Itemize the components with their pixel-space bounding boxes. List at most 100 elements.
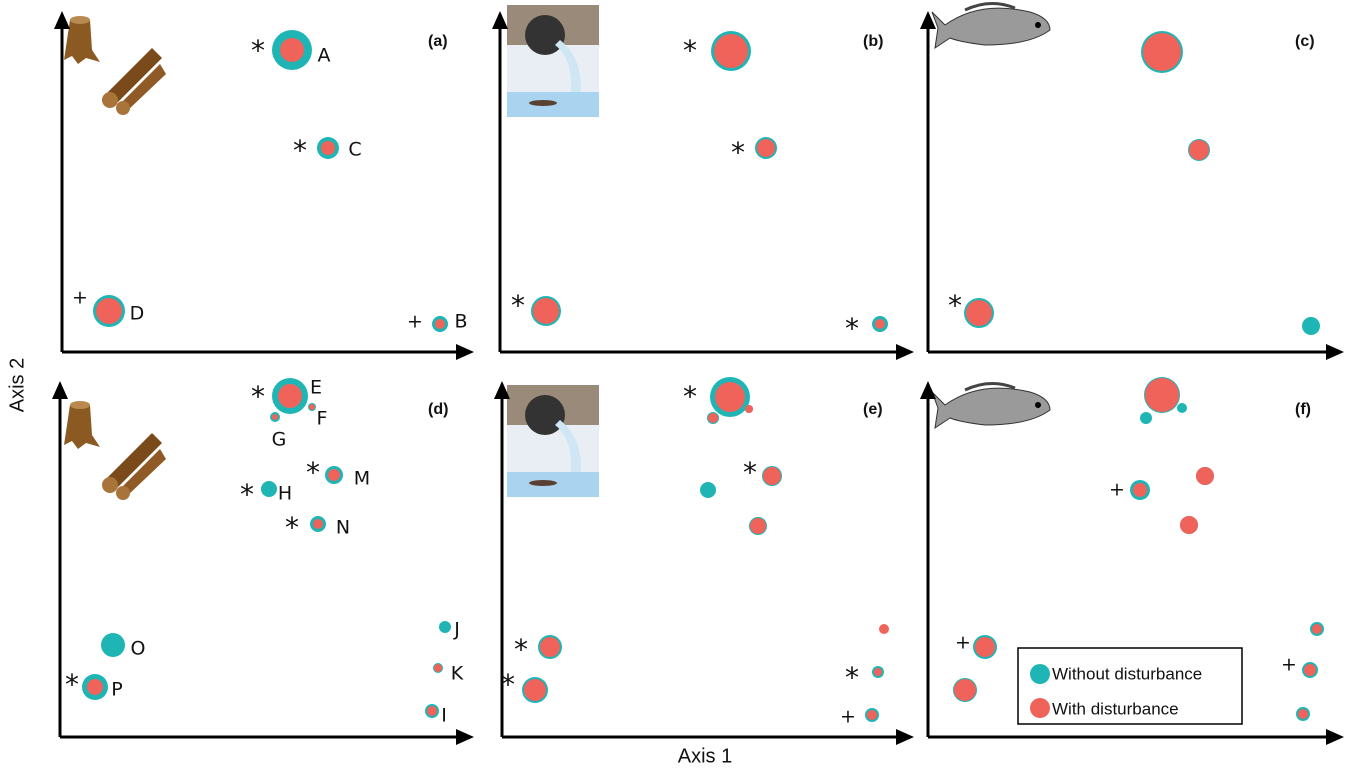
annotation: N: [336, 517, 350, 539]
point-with-disturbance: [434, 664, 442, 672]
point-with-disturbance: [763, 467, 781, 485]
figure: Axis 1 Axis 2 Without disturbance With d…: [0, 0, 1346, 771]
annotation: *: [501, 668, 515, 701]
annotation: *: [65, 668, 79, 701]
point-with-disturbance: [867, 710, 877, 720]
annotation: I: [441, 705, 447, 727]
point-without-disturbance: [1140, 412, 1152, 424]
point-with-disturbance: [1196, 467, 1214, 485]
annotation: *: [731, 136, 745, 169]
point-with-disturbance: [1312, 624, 1322, 634]
annotation: *: [683, 380, 697, 413]
point-with-disturbance: [321, 141, 335, 155]
point-with-disturbance: [1133, 483, 1147, 497]
point-with-disturbance: [975, 637, 995, 657]
point-with-disturbance: [745, 405, 753, 413]
point-with-disturbance: [708, 413, 718, 423]
annotation: P: [111, 679, 122, 701]
point-with-disturbance: [533, 298, 559, 324]
pipe-icon: [507, 5, 599, 117]
point-with-disturbance: [309, 404, 315, 410]
point-with-disturbance: [1180, 516, 1198, 534]
panel-label: (b): [863, 33, 883, 50]
wood-icon: [64, 401, 166, 500]
annotation: *: [285, 511, 299, 544]
annotation: +: [1109, 479, 1125, 501]
legend-swatch: [1030, 664, 1050, 684]
annotation: *: [845, 661, 859, 694]
point-without-disturbance: [1302, 317, 1320, 335]
point-with-disturbance: [757, 139, 775, 157]
point-without-disturbance: [439, 621, 451, 633]
annotation: +: [955, 632, 971, 654]
panel-label: (c): [1295, 33, 1315, 50]
annotation: G: [272, 429, 287, 451]
point-with-disturbance: [272, 414, 278, 420]
annotation: *: [948, 289, 962, 322]
point-with-disturbance: [750, 518, 766, 534]
pipe-icon: [507, 385, 599, 497]
annotation: *: [240, 478, 254, 511]
annotation: *: [251, 34, 265, 67]
annotation: *: [251, 380, 265, 413]
annotation: *: [743, 456, 757, 489]
point-with-disturbance: [96, 298, 122, 324]
annotation: J: [453, 619, 460, 641]
annotation: +: [72, 287, 88, 309]
point-with-disturbance: [280, 38, 304, 62]
annotation: D: [130, 303, 145, 325]
panel-label: (e): [863, 401, 883, 418]
point-with-disturbance: [1143, 33, 1181, 71]
point-with-disturbance: [1298, 709, 1308, 719]
point-with-disturbance: [875, 319, 885, 329]
point-with-disturbance: [714, 34, 748, 68]
annotation: *: [293, 134, 307, 167]
annotation: +: [840, 706, 856, 728]
annotation: *: [845, 312, 859, 345]
fish-icon: [932, 383, 1050, 428]
annotation: M: [354, 468, 370, 490]
point-with-disturbance: [874, 668, 882, 676]
annotation: *: [511, 289, 525, 322]
legend-label: Without disturbance: [1052, 664, 1202, 683]
x-axis-label: Axis 1: [678, 745, 732, 767]
point-with-disturbance: [954, 679, 976, 701]
annotation: *: [306, 456, 320, 489]
annotation: +: [407, 311, 423, 333]
annotation: E: [310, 377, 322, 399]
annotation: K: [451, 663, 464, 685]
annotation: C: [348, 139, 361, 161]
point-with-disturbance: [1145, 378, 1179, 412]
point-without-disturbance: [1177, 403, 1187, 413]
annotation: *: [514, 633, 528, 666]
point-with-disturbance: [540, 637, 560, 657]
annotation: F: [317, 408, 328, 430]
point-with-disturbance: [328, 469, 340, 481]
panel-label: (f): [1295, 401, 1311, 418]
point-with-disturbance: [427, 706, 437, 716]
point-without-disturbance: [261, 481, 277, 497]
point-with-disturbance: [879, 624, 889, 634]
point-with-disturbance: [1189, 140, 1209, 160]
point-with-disturbance: [524, 679, 546, 701]
point-with-disturbance: [313, 519, 323, 529]
point-without-disturbance: [700, 482, 716, 498]
annotation: *: [683, 34, 697, 67]
annotation: H: [278, 483, 292, 505]
point-with-disturbance: [278, 384, 302, 408]
point-with-disturbance: [1304, 664, 1316, 676]
panel-label: (d): [428, 401, 448, 418]
legend-swatch: [1030, 698, 1050, 718]
point-with-disturbance: [435, 319, 445, 329]
fish-icon: [932, 3, 1050, 48]
point-with-disturbance: [966, 300, 992, 326]
annotation: +: [1281, 654, 1297, 676]
y-axis-label: Axis 2: [6, 358, 28, 412]
legend-label: With disturbance: [1052, 699, 1179, 718]
panel-label: (a): [428, 33, 448, 50]
point-without-disturbance: [101, 633, 125, 657]
point-with-disturbance: [715, 382, 745, 412]
wood-icon: [64, 16, 166, 115]
point-with-disturbance: [87, 679, 103, 695]
annotation: O: [131, 638, 146, 660]
